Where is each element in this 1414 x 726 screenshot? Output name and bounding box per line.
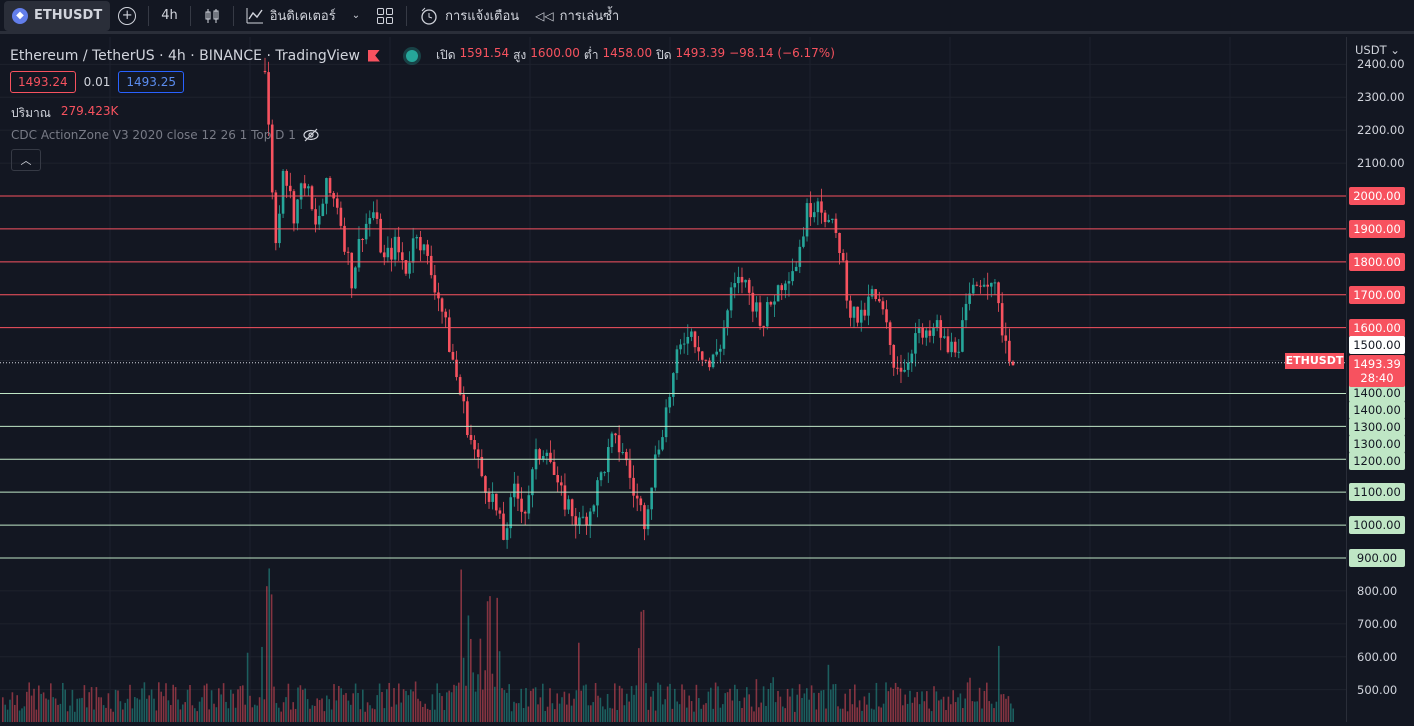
spread-value: 0.01	[83, 75, 111, 89]
resistance-price-tag: 1600.00	[1349, 318, 1405, 337]
chart-type-button[interactable]	[195, 1, 229, 31]
support-price-tag: 1300.00	[1349, 435, 1405, 453]
chevron-down-icon: ⌄	[351, 10, 361, 21]
rewind-icon: ◁◁	[535, 8, 554, 23]
toolbar-divider	[232, 5, 234, 26]
alerts-label: การแจ้งเตือน	[445, 9, 520, 24]
compare-button[interactable]: +	[110, 1, 144, 31]
chevron-up-icon: ︿	[20, 154, 32, 167]
price-axis-label: 2300.00	[1357, 90, 1405, 105]
resistance-price-tag: 2000.00	[1349, 187, 1405, 205]
price-axis[interactable]: USDT ⌄ 2400.00 2300.00 2200.00 2100.00 800.0…	[1346, 37, 1414, 722]
plus-circle-icon: +	[118, 6, 137, 25]
support-price-tag: 1200.00	[1349, 452, 1405, 470]
legend-title[interactable]: Ethereum / TetherUS · 4h · BINANCE · Tra…	[10, 47, 360, 64]
candles	[263, 57, 1015, 549]
low-value: 1458.00	[602, 46, 653, 60]
resistance-price-tag: 1800.00	[1349, 252, 1405, 271]
price-axis-label: 800.00	[1357, 583, 1398, 598]
volume-value: 279.423K	[60, 104, 119, 118]
symbol-label: ETHUSDT	[34, 8, 103, 23]
buy-button[interactable]: 1493.25	[118, 71, 184, 93]
price-axis-tag: 1500.00	[1349, 336, 1405, 354]
replay-label: การเล่นซ้ำ	[559, 9, 620, 24]
close-label: ปิด	[656, 48, 672, 62]
toolbar-divider	[406, 5, 408, 26]
volume-label: ปริมาณ	[11, 106, 51, 120]
indicators-icon	[246, 7, 263, 23]
indicators-button[interactable]: อินดิเคเตอร์	[238, 1, 344, 31]
support-price-tag: 1400.00	[1349, 384, 1405, 402]
volume-bars	[2, 568, 1014, 722]
support-price-tag: 900.00	[1349, 549, 1405, 567]
currency-selector[interactable]: USDT ⌄	[1355, 43, 1400, 57]
interval-button[interactable]: 4h	[153, 1, 186, 31]
symbol-search-button[interactable]: ◆ ETHUSDT	[4, 0, 111, 31]
layouts-button[interactable]	[368, 1, 402, 31]
price-axis-label: 500.00	[1357, 682, 1398, 697]
close-value: 1493.39	[675, 46, 726, 60]
collapse-legend-button[interactable]: ︿	[11, 149, 41, 171]
alarm-clock-icon	[421, 7, 437, 25]
resistance-price-tag: 1700.00	[1349, 285, 1405, 304]
support-price-tag: 1000.00	[1349, 516, 1405, 534]
chart-legend: Ethereum / TetherUS · 4h · BINANCE · Tra…	[10, 46, 835, 65]
current-price-value: 1493.39	[1353, 357, 1401, 371]
grid-icon	[377, 7, 394, 24]
current-price-tag: 1493.39 28:40	[1349, 355, 1405, 387]
indicators-label: อินดิเคเตอร์	[269, 9, 336, 24]
open-value: 1591.54	[459, 46, 510, 60]
bid-ask-row: 1493.24 0.01 1493.25	[10, 71, 184, 93]
price-axis-label: 2400.00	[1357, 57, 1405, 72]
price-axis-label: 600.00	[1357, 649, 1398, 664]
indicators-dropdown[interactable]: ⌄	[344, 1, 368, 31]
high-label: สูง	[513, 48, 527, 62]
support-price-tag: 1100.00	[1349, 483, 1405, 501]
bar-countdown: 28:40	[1360, 371, 1394, 385]
volume-legend[interactable]: ปริมาณ 279.423K	[11, 104, 118, 123]
low-label: ต่ำ	[583, 48, 599, 62]
currency-label: USDT	[1355, 43, 1387, 57]
open-label: เปิด	[435, 48, 456, 62]
indicator-label: CDC ActionZone V3 2020 close 12 26 1 Top…	[11, 128, 296, 142]
price-axis-label: 700.00	[1357, 616, 1398, 631]
eye-hidden-icon[interactable]	[302, 128, 320, 142]
support-price-tag: 1300.00	[1349, 418, 1405, 436]
change-value: −98.14 (−6.17%)	[729, 46, 835, 60]
resistance-price-tag: 1900.00	[1349, 219, 1405, 238]
toolbar-divider	[148, 5, 150, 26]
support-price-tag: 1400.00	[1349, 401, 1405, 419]
flag-icon[interactable]	[367, 49, 380, 62]
alerts-button[interactable]: การแจ้งเตือน	[411, 1, 527, 31]
price-axis-label: 2100.00	[1357, 156, 1405, 171]
ohlc-values: เปิด 1591.54 สูง 1600.00 ต่ำ 1458.00 ปิด 149…	[436, 46, 835, 65]
chart-pane[interactable]	[0, 37, 1346, 722]
price-axis-label: 2200.00	[1357, 123, 1405, 138]
top-toolbar: ◆ ETHUSDT + 4h อินดิเคเตอร์ ⌄	[0, 0, 1414, 34]
price-chart[interactable]	[0, 37, 1346, 722]
ethereum-icon: ◆	[12, 7, 28, 24]
toolbar-divider	[189, 5, 191, 26]
replay-button[interactable]: ◁◁ การเล่นซ้ำ	[527, 1, 627, 31]
high-value: 1600.00	[530, 46, 580, 60]
candles-icon	[205, 8, 219, 23]
symbol-price-tag: ETHUSDT	[1285, 353, 1344, 369]
market-open-icon	[405, 49, 418, 62]
indicator-legend[interactable]: CDC ActionZone V3 2020 close 12 26 1 Top…	[11, 128, 320, 142]
interval-label: 4h	[161, 8, 178, 23]
sell-button[interactable]: 1493.24	[10, 71, 76, 93]
